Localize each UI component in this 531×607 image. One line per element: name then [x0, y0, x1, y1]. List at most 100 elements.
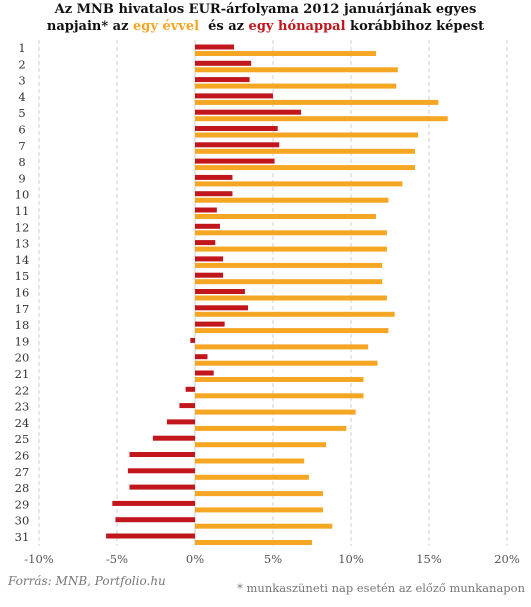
- day-label: 15: [15, 269, 30, 283]
- bar-month: [195, 77, 250, 83]
- bar-month: [195, 174, 233, 180]
- bar-year: [195, 507, 323, 513]
- footnote: * munkaszüneti nap esetén az előző munka…: [237, 581, 525, 595]
- day-label: 18: [15, 318, 30, 332]
- bar-month: [195, 370, 214, 376]
- bar-month: [195, 223, 220, 229]
- bar-month: [195, 44, 234, 50]
- day-label: 30: [15, 514, 30, 528]
- bar-month: [115, 517, 195, 523]
- bar-month: [195, 158, 275, 164]
- bar-month: [195, 354, 208, 360]
- bar-month: [195, 256, 224, 262]
- day-label: 9: [18, 171, 25, 185]
- day-label: 4: [18, 90, 25, 104]
- bar-month: [195, 142, 280, 148]
- day-label: 7: [18, 139, 25, 153]
- bar-year: [195, 540, 312, 545]
- bar-month: [112, 500, 195, 506]
- title-text-mid: és az: [199, 19, 249, 34]
- source-note: Forrás: MNB, Portfolio.hu: [8, 574, 166, 588]
- bar-month: [195, 207, 217, 213]
- chart-title: Az MNB hivatalos EUR-árfolyama 2012 janu…: [0, 1, 531, 35]
- day-label: 23: [15, 400, 30, 414]
- bar-year: [195, 116, 448, 122]
- bar-year: [195, 279, 383, 285]
- bar-month: [195, 305, 249, 311]
- bar-year: [195, 344, 369, 350]
- day-label: 8: [18, 155, 25, 169]
- bar-year: [195, 491, 323, 497]
- bar-year: [195, 246, 387, 252]
- day-label: 24: [15, 416, 30, 430]
- bar-month: [195, 272, 224, 278]
- title-highlight-year: egy évvel: [133, 19, 200, 34]
- bar-year: [195, 148, 415, 154]
- bar-year: [195, 474, 309, 480]
- bar-month: [195, 93, 273, 99]
- bar-year: [195, 409, 356, 415]
- day-label: 27: [15, 465, 30, 479]
- day-label: 6: [18, 123, 25, 137]
- bar-year: [195, 393, 364, 399]
- bar-month: [195, 60, 252, 66]
- title-line-1: Az MNB hivatalos EUR-árfolyama 2012 janu…: [54, 2, 477, 17]
- bar-year: [195, 197, 389, 203]
- bar-year: [195, 523, 333, 529]
- bar-month: [129, 484, 195, 490]
- day-label: 1: [18, 41, 25, 55]
- bar-year: [195, 262, 383, 268]
- bar-month: [195, 289, 245, 294]
- day-label: 22: [15, 383, 30, 397]
- day-label: 25: [15, 432, 30, 446]
- day-label: 17: [15, 302, 30, 316]
- bar-year: [195, 132, 419, 138]
- day-label: 16: [15, 286, 30, 300]
- title-text-post: korábbihoz képest: [345, 19, 485, 34]
- bar-month: [166, 419, 195, 425]
- bar-year: [195, 377, 364, 382]
- bar-month: [195, 191, 233, 197]
- bar-year: [195, 99, 439, 105]
- bar-year: [195, 181, 403, 187]
- bar-year: [195, 83, 397, 89]
- x-tick-label: -5%: [106, 552, 128, 566]
- x-tick-label: -10%: [24, 552, 54, 566]
- day-label: 12: [15, 220, 30, 234]
- bar-month: [195, 109, 302, 115]
- day-label: 31: [15, 530, 30, 544]
- bar-year: [195, 230, 387, 236]
- day-label: 21: [15, 367, 30, 381]
- title-highlight-month: egy hónappal: [248, 19, 346, 34]
- bar-month: [195, 126, 278, 131]
- day-label: 10: [15, 188, 30, 202]
- title-line-2: napjain* az egy évvel és az egy hónappal…: [0, 18, 531, 35]
- x-tick-label: 10%: [338, 552, 364, 566]
- bar-year: [195, 214, 376, 219]
- bar-month: [185, 386, 195, 392]
- x-tick-label: 0%: [186, 552, 204, 566]
- day-label: 20: [15, 351, 30, 365]
- day-label: 19: [15, 334, 30, 348]
- bar-month: [190, 337, 195, 343]
- day-label: 11: [15, 204, 30, 218]
- bar-month: [152, 435, 195, 441]
- bar-month: [106, 533, 195, 539]
- x-tick-label: 15%: [416, 552, 442, 566]
- bar-year: [195, 67, 398, 73]
- bar-year: [195, 328, 389, 334]
- day-label: 29: [15, 497, 30, 511]
- bar-month: [127, 468, 195, 474]
- bar-year: [195, 51, 376, 56]
- day-label: 2: [18, 57, 25, 71]
- bar-year: [195, 425, 347, 431]
- day-label: 14: [15, 253, 30, 267]
- day-label: 3: [18, 74, 25, 88]
- bar-year: [195, 295, 387, 301]
- bar-month: [195, 240, 216, 246]
- bar-year: [195, 442, 327, 448]
- day-label: 13: [15, 237, 30, 251]
- bar-year: [195, 458, 305, 464]
- bar-year: [195, 311, 395, 317]
